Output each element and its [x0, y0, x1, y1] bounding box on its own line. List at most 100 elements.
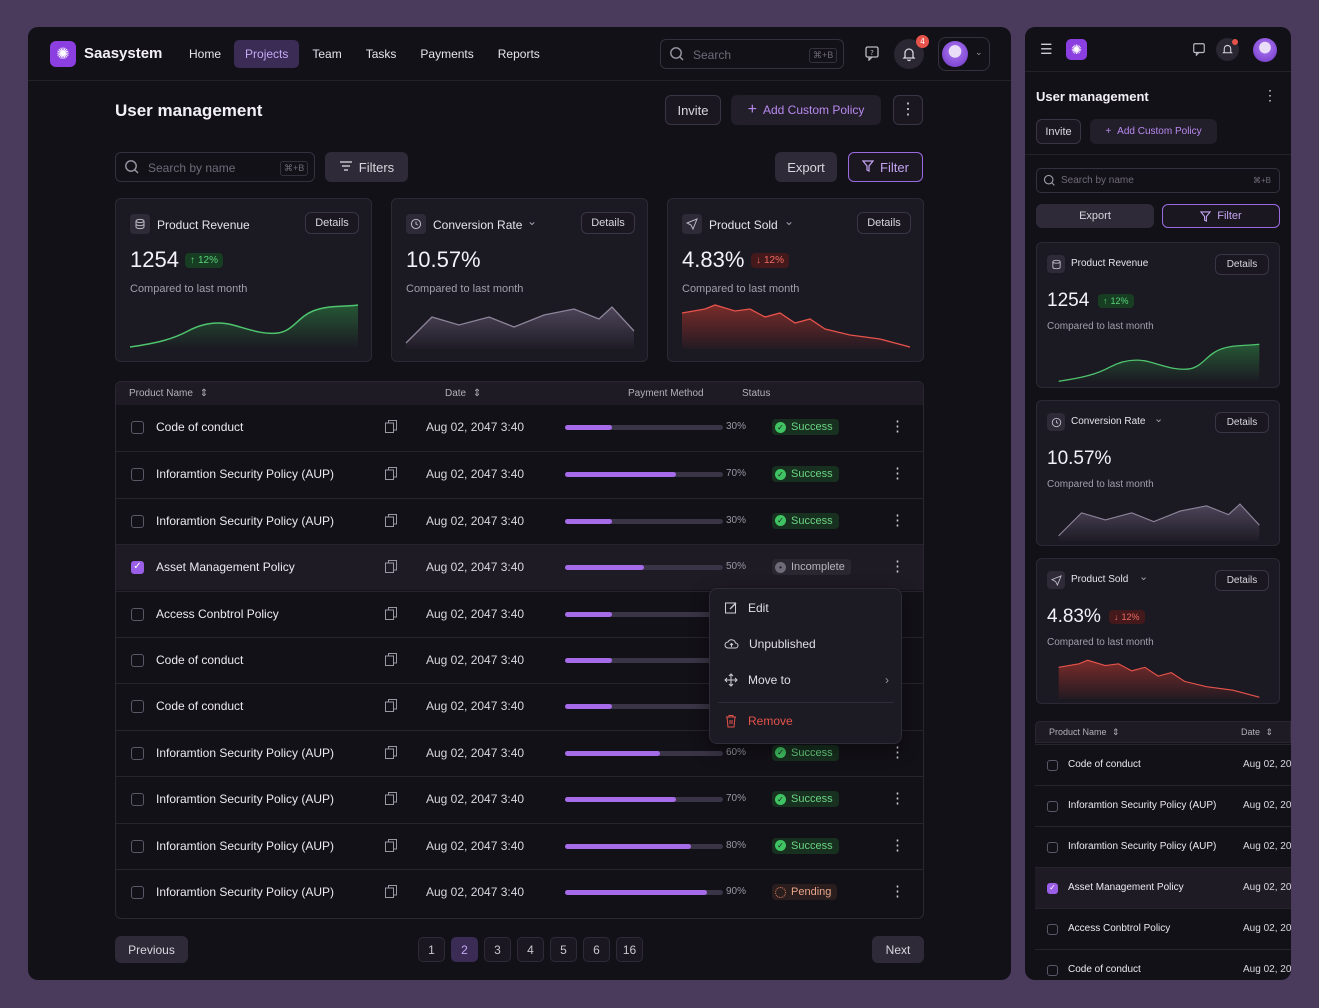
row-checkbox[interactable] [131, 886, 144, 899]
hamburger-menu-icon[interactable]: ☰ [1040, 41, 1053, 57]
nav-link-home[interactable]: Home [189, 47, 222, 61]
mobile-invite-button[interactable]: Invite [1036, 119, 1081, 144]
table-row[interactable]: Inforamtion Security Policy (AUP) Aug 02,… [1035, 785, 1291, 826]
row-checkbox[interactable] [1047, 760, 1058, 771]
row-checkbox[interactable] [131, 700, 144, 714]
copy-icon[interactable] [384, 419, 398, 439]
copy-icon[interactable] [384, 606, 398, 626]
details-button[interactable]: Details [1215, 412, 1269, 433]
table-row[interactable]: Code of conduct Aug 02, 20 [1035, 744, 1291, 785]
add-custom-policy-button[interactable]: + Add Custom Policy [731, 95, 881, 125]
column-header-name[interactable]: Product Name ⇕ [1049, 727, 1120, 737]
user-menu[interactable]: ⌄ [938, 37, 990, 71]
row-checkbox[interactable] [131, 607, 144, 621]
chevron-down-icon[interactable]: ⌄ [784, 214, 795, 228]
table-row[interactable]: Inforamtion Security Policy (AUP) Aug 02,… [116, 869, 923, 915]
page-1-button[interactable]: 1 [418, 937, 445, 962]
page-2-button[interactable]: 2 [451, 937, 478, 962]
previous-page-button[interactable]: Previous [115, 936, 188, 963]
filter-button[interactable]: Filter [848, 152, 923, 182]
mobile-search-input[interactable]: Search by name ⌘+B [1036, 168, 1280, 193]
mobile-filter-button[interactable]: Filter [1162, 204, 1280, 228]
table-row[interactable]: Code of conduct Aug 02, 20 [1035, 949, 1291, 980]
mobile-export-button[interactable]: Export [1036, 204, 1154, 228]
row-checkbox[interactable]: ✓ [131, 561, 144, 575]
chevron-down-icon[interactable]: ⌄ [1154, 413, 1164, 425]
row-checkbox[interactable] [131, 514, 144, 528]
next-page-button[interactable]: Next [872, 936, 924, 963]
details-button[interactable]: Details [1215, 254, 1269, 275]
more-vertical-icon[interactable]: ⋮ [1263, 87, 1277, 103]
copy-icon[interactable] [384, 745, 398, 765]
help-chat-icon[interactable] [1192, 42, 1206, 61]
nav-link-team[interactable]: Team [312, 47, 342, 61]
copy-icon[interactable] [384, 513, 398, 533]
row-checkbox[interactable] [131, 421, 144, 434]
details-button[interactable]: Details [857, 212, 911, 234]
notification-button[interactable] [1216, 38, 1239, 61]
copy-icon[interactable] [384, 838, 398, 858]
nav-link-payments[interactable]: Payments [420, 47, 474, 61]
row-checkbox[interactable] [1047, 965, 1058, 976]
app-logo-icon[interactable]: ✺ [50, 41, 76, 67]
table-row[interactable]: Inforamtion Security Policy (AUP) Aug 02,… [116, 729, 923, 776]
row-checkbox[interactable]: ✓ [1047, 883, 1058, 894]
copy-icon[interactable] [384, 884, 398, 904]
column-header-name[interactable]: Product Name ⇕ [129, 388, 209, 399]
row-actions-button[interactable]: ⋮ [890, 790, 905, 808]
details-button[interactable]: Details [1215, 570, 1269, 591]
nav-link-tasks[interactable]: Tasks [365, 47, 397, 61]
page-6-button[interactable]: 6 [583, 937, 610, 962]
copy-icon[interactable] [384, 698, 398, 718]
copy-icon[interactable] [384, 466, 398, 486]
search-box[interactable]: Search ⌘+B [660, 39, 844, 69]
row-checkbox[interactable] [131, 839, 144, 853]
row-checkbox[interactable] [131, 793, 144, 807]
notification-button[interactable]: 4 [894, 35, 929, 69]
row-actions-button[interactable]: ⋮ [890, 465, 905, 483]
table-row[interactable]: Access Conbtrol Policy Aug 02, 20 [1035, 908, 1291, 949]
row-checkbox[interactable] [131, 468, 144, 482]
row-actions-button[interactable]: ⋮ [890, 418, 905, 435]
details-button[interactable]: Details [581, 212, 635, 234]
row-checkbox[interactable] [131, 654, 144, 667]
table-row[interactable]: Inforamtion Security Policy (AUP) Aug 02,… [116, 822, 923, 869]
help-chat-icon[interactable]: ? [864, 45, 880, 66]
table-row[interactable]: Inforamtion Security Policy (AUP) Aug 02,… [116, 451, 923, 497]
copy-icon[interactable] [384, 791, 398, 811]
nav-link-reports[interactable]: Reports [497, 47, 540, 61]
nav-link-projects[interactable]: Projects [234, 40, 300, 68]
page-5-button[interactable]: 5 [550, 937, 577, 962]
row-actions-button[interactable]: ⋮ [890, 883, 905, 900]
row-checkbox[interactable] [1047, 801, 1058, 812]
table-row[interactable]: Inforamtion Security Policy (AUP) Aug 02,… [116, 776, 923, 822]
chevron-down-icon[interactable]: ⌄ [1139, 571, 1149, 583]
row-actions-button[interactable]: ⋮ [890, 836, 905, 854]
row-checkbox[interactable] [1047, 924, 1058, 935]
chevron-down-icon[interactable]: ⌄ [527, 214, 538, 228]
table-row[interactable]: Inforamtion Security Policy (AUP) Aug 02,… [116, 497, 923, 544]
row-actions-button[interactable]: ⋮ [890, 558, 905, 576]
app-logo-icon[interactable]: ✺ [1066, 39, 1087, 60]
name-search-input[interactable]: Search by name ⌘+B [115, 152, 315, 182]
page-4-button[interactable]: 4 [517, 937, 544, 962]
row-actions-button[interactable]: ⋮ [890, 743, 905, 761]
page-16-button[interactable]: 16 [616, 937, 643, 962]
row-checkbox[interactable] [131, 746, 144, 760]
page-3-button[interactable]: 3 [484, 937, 511, 962]
menu-item-move-to[interactable]: Move to › [724, 673, 889, 687]
filters-button[interactable]: Filters [325, 152, 408, 182]
menu-item-unpublished[interactable]: Unpublished [724, 637, 816, 651]
column-header-date[interactable]: Date ⇕ [1241, 727, 1274, 737]
table-row[interactable]: Inforamtion Security Policy (AUP) Aug 02,… [1035, 826, 1291, 867]
copy-icon[interactable] [384, 652, 398, 672]
row-actions-button[interactable]: ⋮ [890, 511, 905, 529]
menu-item-edit[interactable]: Edit [724, 601, 769, 615]
avatar[interactable] [1253, 38, 1277, 62]
table-row[interactable]: Code of conduct Aug 02, 2047 3:40 30% ✓ Succ… [116, 405, 923, 451]
copy-icon[interactable] [384, 559, 398, 579]
invite-button[interactable]: Invite [665, 95, 721, 125]
